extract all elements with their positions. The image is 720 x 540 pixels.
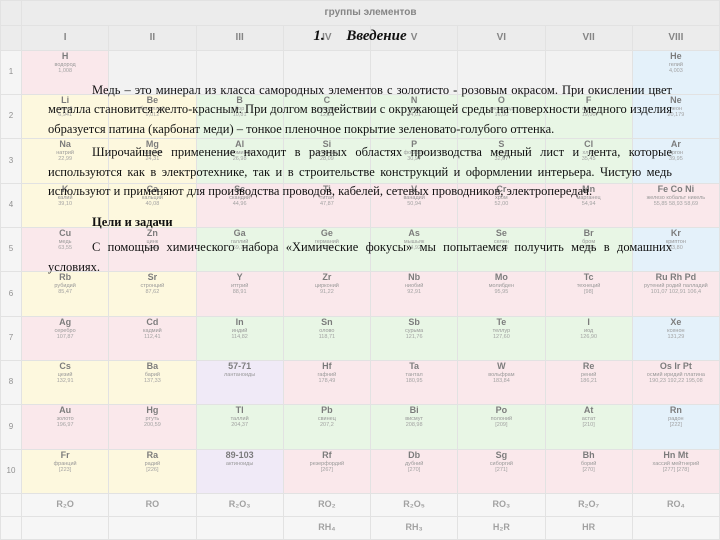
section-title-text: Введение	[346, 28, 406, 44]
paragraph-2: Широчайшее применение находит в разных о…	[48, 143, 672, 201]
goals-subhead: Цели и задачи	[48, 215, 672, 230]
section-number: 1.	[313, 28, 324, 44]
section-title: 1. Введение	[48, 28, 672, 45]
paragraph-1: Медь – это минерал из класса самородных …	[48, 81, 672, 139]
document-page: 1. Введение Медь – это минерал из класса…	[0, 0, 720, 540]
paragraph-3: С помощью химического набора «Химические…	[48, 238, 672, 277]
